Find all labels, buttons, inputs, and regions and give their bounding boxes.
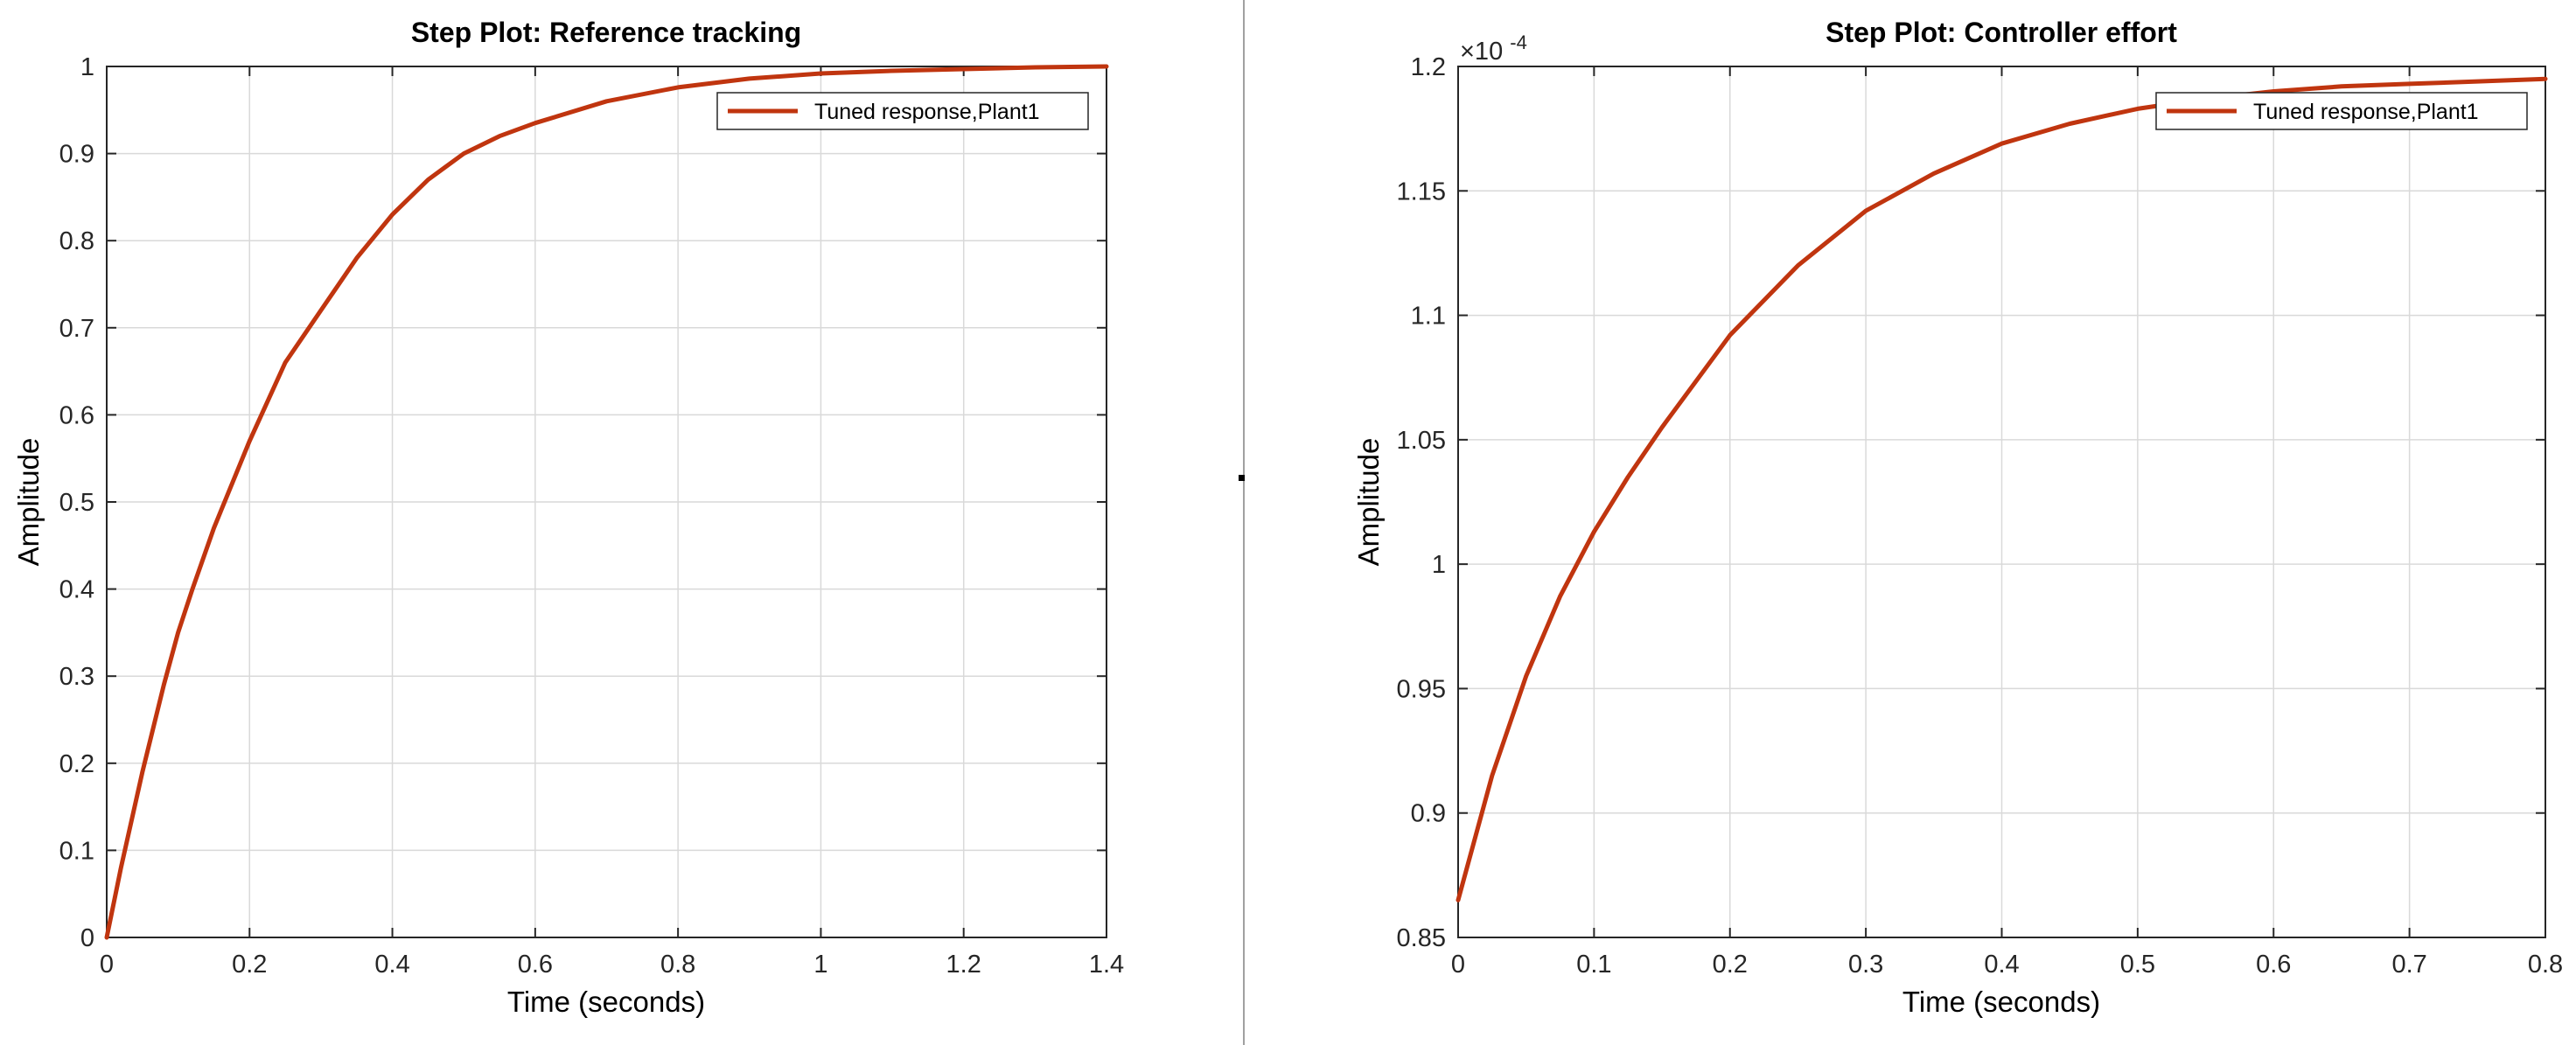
y-tick-label: 1.2	[1411, 53, 1446, 81]
y-tick-labels: 0 0.1 0.2 0.3 0.4 0.5 0.6 0.7 0.8 0.9 1	[59, 53, 94, 952]
x-tick-label: 1.2	[946, 951, 981, 979]
x-tick-label: 0	[100, 951, 114, 979]
x-tick-label: 1.4	[1089, 951, 1124, 979]
x-tick-labels: 0 0.1 0.2 0.3 0.4 0.5 0.6 0.7 0.8	[1451, 951, 2563, 979]
y-tick-label: 0.3	[59, 663, 94, 691]
y-tick-label: 1	[1432, 551, 1446, 579]
reference-tracking-chart: 0 0.2 0.4 0.6 0.8 1 1.2 1.4 0 0.1 0.2 0.3 0.4 0.5 0.6…	[12, 17, 1124, 1018]
series-lines	[104, 64, 1109, 940]
x-tick-label: 0.8	[2528, 951, 2563, 979]
series-lines	[1456, 76, 2548, 902]
divider-handle[interactable]	[1239, 475, 1245, 481]
y-axis-exponent: ×10 -4	[1460, 31, 1527, 66]
y-tick-label: 0.9	[59, 141, 94, 169]
grid-lines	[106, 66, 1107, 938]
x-tick-label: 0.6	[518, 951, 553, 979]
x-tick-label: 0	[1451, 951, 1465, 979]
x-tick-label: 0.2	[232, 951, 267, 979]
y-tick-label: 0.85	[1397, 924, 1446, 952]
y-tick-label: 0.1	[59, 837, 94, 865]
x-axis-label: Time (seconds)	[507, 986, 705, 1018]
x-tick-labels: 0 0.2 0.4 0.6 0.8 1 1.2 1.4	[100, 951, 1124, 979]
y-tick-label: 1	[80, 53, 94, 81]
x-tick-label: 0.4	[374, 951, 409, 979]
x-tick-label: 0.6	[2256, 951, 2291, 979]
y-tick-label: 0.8	[59, 227, 94, 255]
exponent-base: ×10	[1460, 38, 1503, 66]
x-tick-label: 0.3	[1848, 951, 1883, 979]
y-axis-label: Amplitude	[12, 438, 45, 567]
series-line-tuned-response	[1456, 76, 2548, 902]
legend[interactable]: Tuned response,Plant1	[716, 92, 1089, 130]
x-tick-label: 0.5	[2120, 951, 2155, 979]
y-tick-label: 0	[80, 924, 94, 952]
legend-entry-label: Tuned response,Plant1	[2253, 100, 2479, 124]
y-tick-label: 0.95	[1397, 675, 1446, 703]
tick-marks	[1457, 66, 2546, 938]
x-axis-label: Time (seconds)	[1902, 986, 2100, 1018]
y-tick-label: 0.9	[1411, 800, 1446, 828]
y-tick-label: 1.1	[1411, 303, 1446, 331]
x-tick-label: 0.7	[2391, 951, 2426, 979]
x-tick-label: 0.8	[660, 951, 695, 979]
y-tick-label: 1.05	[1397, 427, 1446, 455]
y-tick-labels: 0.85 0.9 0.95 1 1.05 1.1 1.15 1.2	[1397, 53, 1446, 952]
y-tick-label: 0.4	[59, 576, 94, 604]
controller-effort-chart: 0 0.1 0.2 0.3 0.4 0.5 0.6 0.7 0.8 0.85 0.9 0.95 1 1.…	[1352, 17, 2563, 1018]
y-tick-label: 0.6	[59, 401, 94, 429]
x-tick-label: 0.1	[1576, 951, 1611, 979]
series-line-tuned-response	[104, 64, 1109, 940]
legend-entry-label: Tuned response,Plant1	[814, 100, 1040, 124]
y-axis-label: Amplitude	[1352, 438, 1385, 567]
exponent-power: -4	[1510, 31, 1527, 53]
x-tick-label: 1	[813, 951, 827, 979]
y-tick-label: 0.2	[59, 750, 94, 778]
y-tick-label: 0.5	[59, 489, 94, 517]
x-tick-label: 0.4	[1984, 951, 2019, 979]
x-tick-label: 0.2	[1713, 951, 1748, 979]
legend[interactable]: Tuned response,Plant1	[2155, 92, 2528, 130]
chart-title: Step Plot: Reference tracking	[411, 17, 801, 48]
y-tick-label: 0.7	[59, 315, 94, 343]
chart-title: Step Plot: Controller effort	[1826, 17, 2177, 48]
y-tick-label: 1.15	[1397, 178, 1446, 206]
